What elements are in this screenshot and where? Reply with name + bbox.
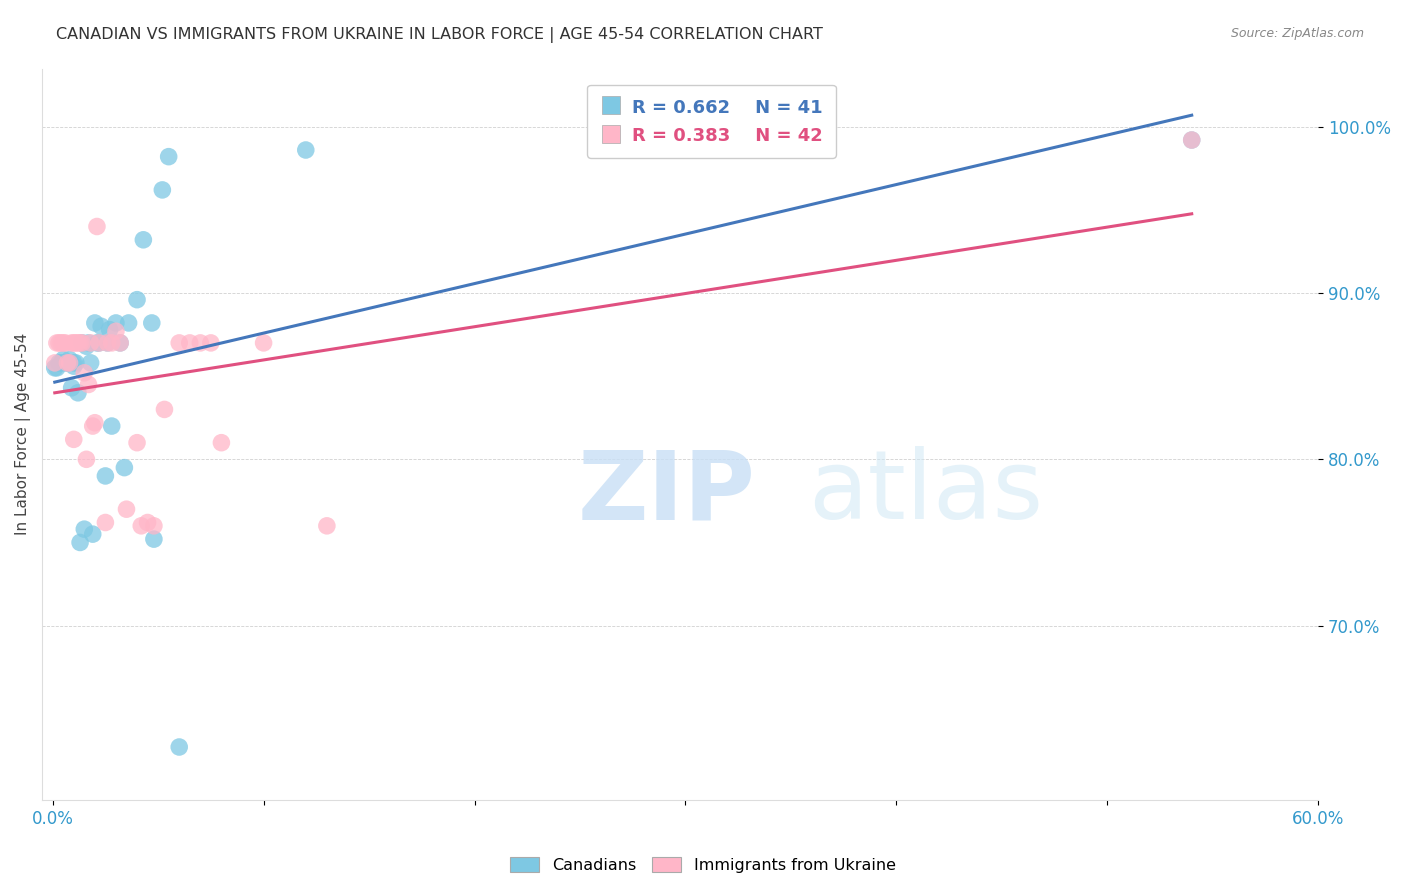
Point [79,356,101,370]
Point [56,356,79,370]
Point [62,356,84,370]
Point [70,335,93,350]
Point [45,335,67,350]
Point [94,516,117,530]
Point [77,377,100,392]
Point [49,335,72,350]
Point [117,316,139,330]
Point [98,323,121,337]
Point [104,316,127,330]
Point [62,335,84,350]
Point [66,385,89,400]
Point [142,532,165,546]
Point [62,359,84,374]
Text: ZIP: ZIP [578,446,756,540]
Point [153,402,176,417]
Legend: R = 0.662    N = 41, R = 0.383    N = 42: R = 0.662 N = 41, R = 0.383 N = 42 [588,85,835,158]
Point [200,335,222,350]
Point [52,335,75,350]
Point [125,293,148,307]
Point [188,335,211,350]
Point [96,335,118,350]
Point [73,522,96,536]
Text: CANADIAN VS IMMIGRANTS FROM UKRAINE IN LABOR FORCE | AGE 45-54 CORRELATION CHART: CANADIAN VS IMMIGRANTS FROM UKRAINE IN L… [56,27,823,43]
Point [132,233,155,247]
Point [112,460,135,475]
Point [48,335,70,350]
Point [53,335,76,350]
Point [79,335,101,350]
Y-axis label: In Labor Force | Age 45-54: In Labor Force | Age 45-54 [15,334,31,535]
Point [69,535,91,549]
Point [75,452,97,467]
Point [49,356,72,370]
Point [73,366,96,380]
Point [77,335,100,350]
Point [65,356,87,370]
Point [141,316,163,330]
Point [252,335,274,350]
Point [82,527,104,541]
Point [58,356,80,370]
Point [45,360,67,375]
Point [100,335,122,350]
Point [60,381,83,395]
Point [150,183,173,197]
Point [167,739,190,754]
Point [315,518,337,533]
Point [1181,133,1204,147]
Text: atlas: atlas [808,446,1043,540]
Point [66,335,89,350]
Point [75,339,97,353]
Point [115,502,138,516]
Point [65,335,87,350]
Point [52,352,75,367]
Point [87,335,110,350]
Point [108,335,131,350]
Point [100,419,122,434]
Point [1181,133,1204,147]
Point [136,516,159,530]
Point [83,316,105,330]
Point [58,352,80,367]
Point [60,335,83,350]
Point [44,360,66,375]
Point [179,335,201,350]
Point [108,335,131,350]
Point [70,335,93,350]
Point [83,416,105,430]
Point [142,518,165,533]
Point [294,143,316,157]
Point [104,324,127,338]
Point [87,335,110,350]
Text: Source: ZipAtlas.com: Source: ZipAtlas.com [1230,27,1364,40]
Point [86,335,108,350]
Point [62,433,84,447]
Point [90,319,112,334]
Point [96,335,118,350]
Point [82,419,104,434]
Point [53,356,76,370]
Point [56,356,79,370]
Point [48,356,70,370]
Point [94,469,117,483]
Point [86,219,108,234]
Point [209,435,232,450]
Point [157,150,180,164]
Legend: Canadians, Immigrants from Ukraine: Canadians, Immigrants from Ukraine [503,851,903,880]
Point [167,335,190,350]
Point [129,518,152,533]
Point [125,435,148,450]
Point [44,356,66,370]
Point [69,335,91,350]
